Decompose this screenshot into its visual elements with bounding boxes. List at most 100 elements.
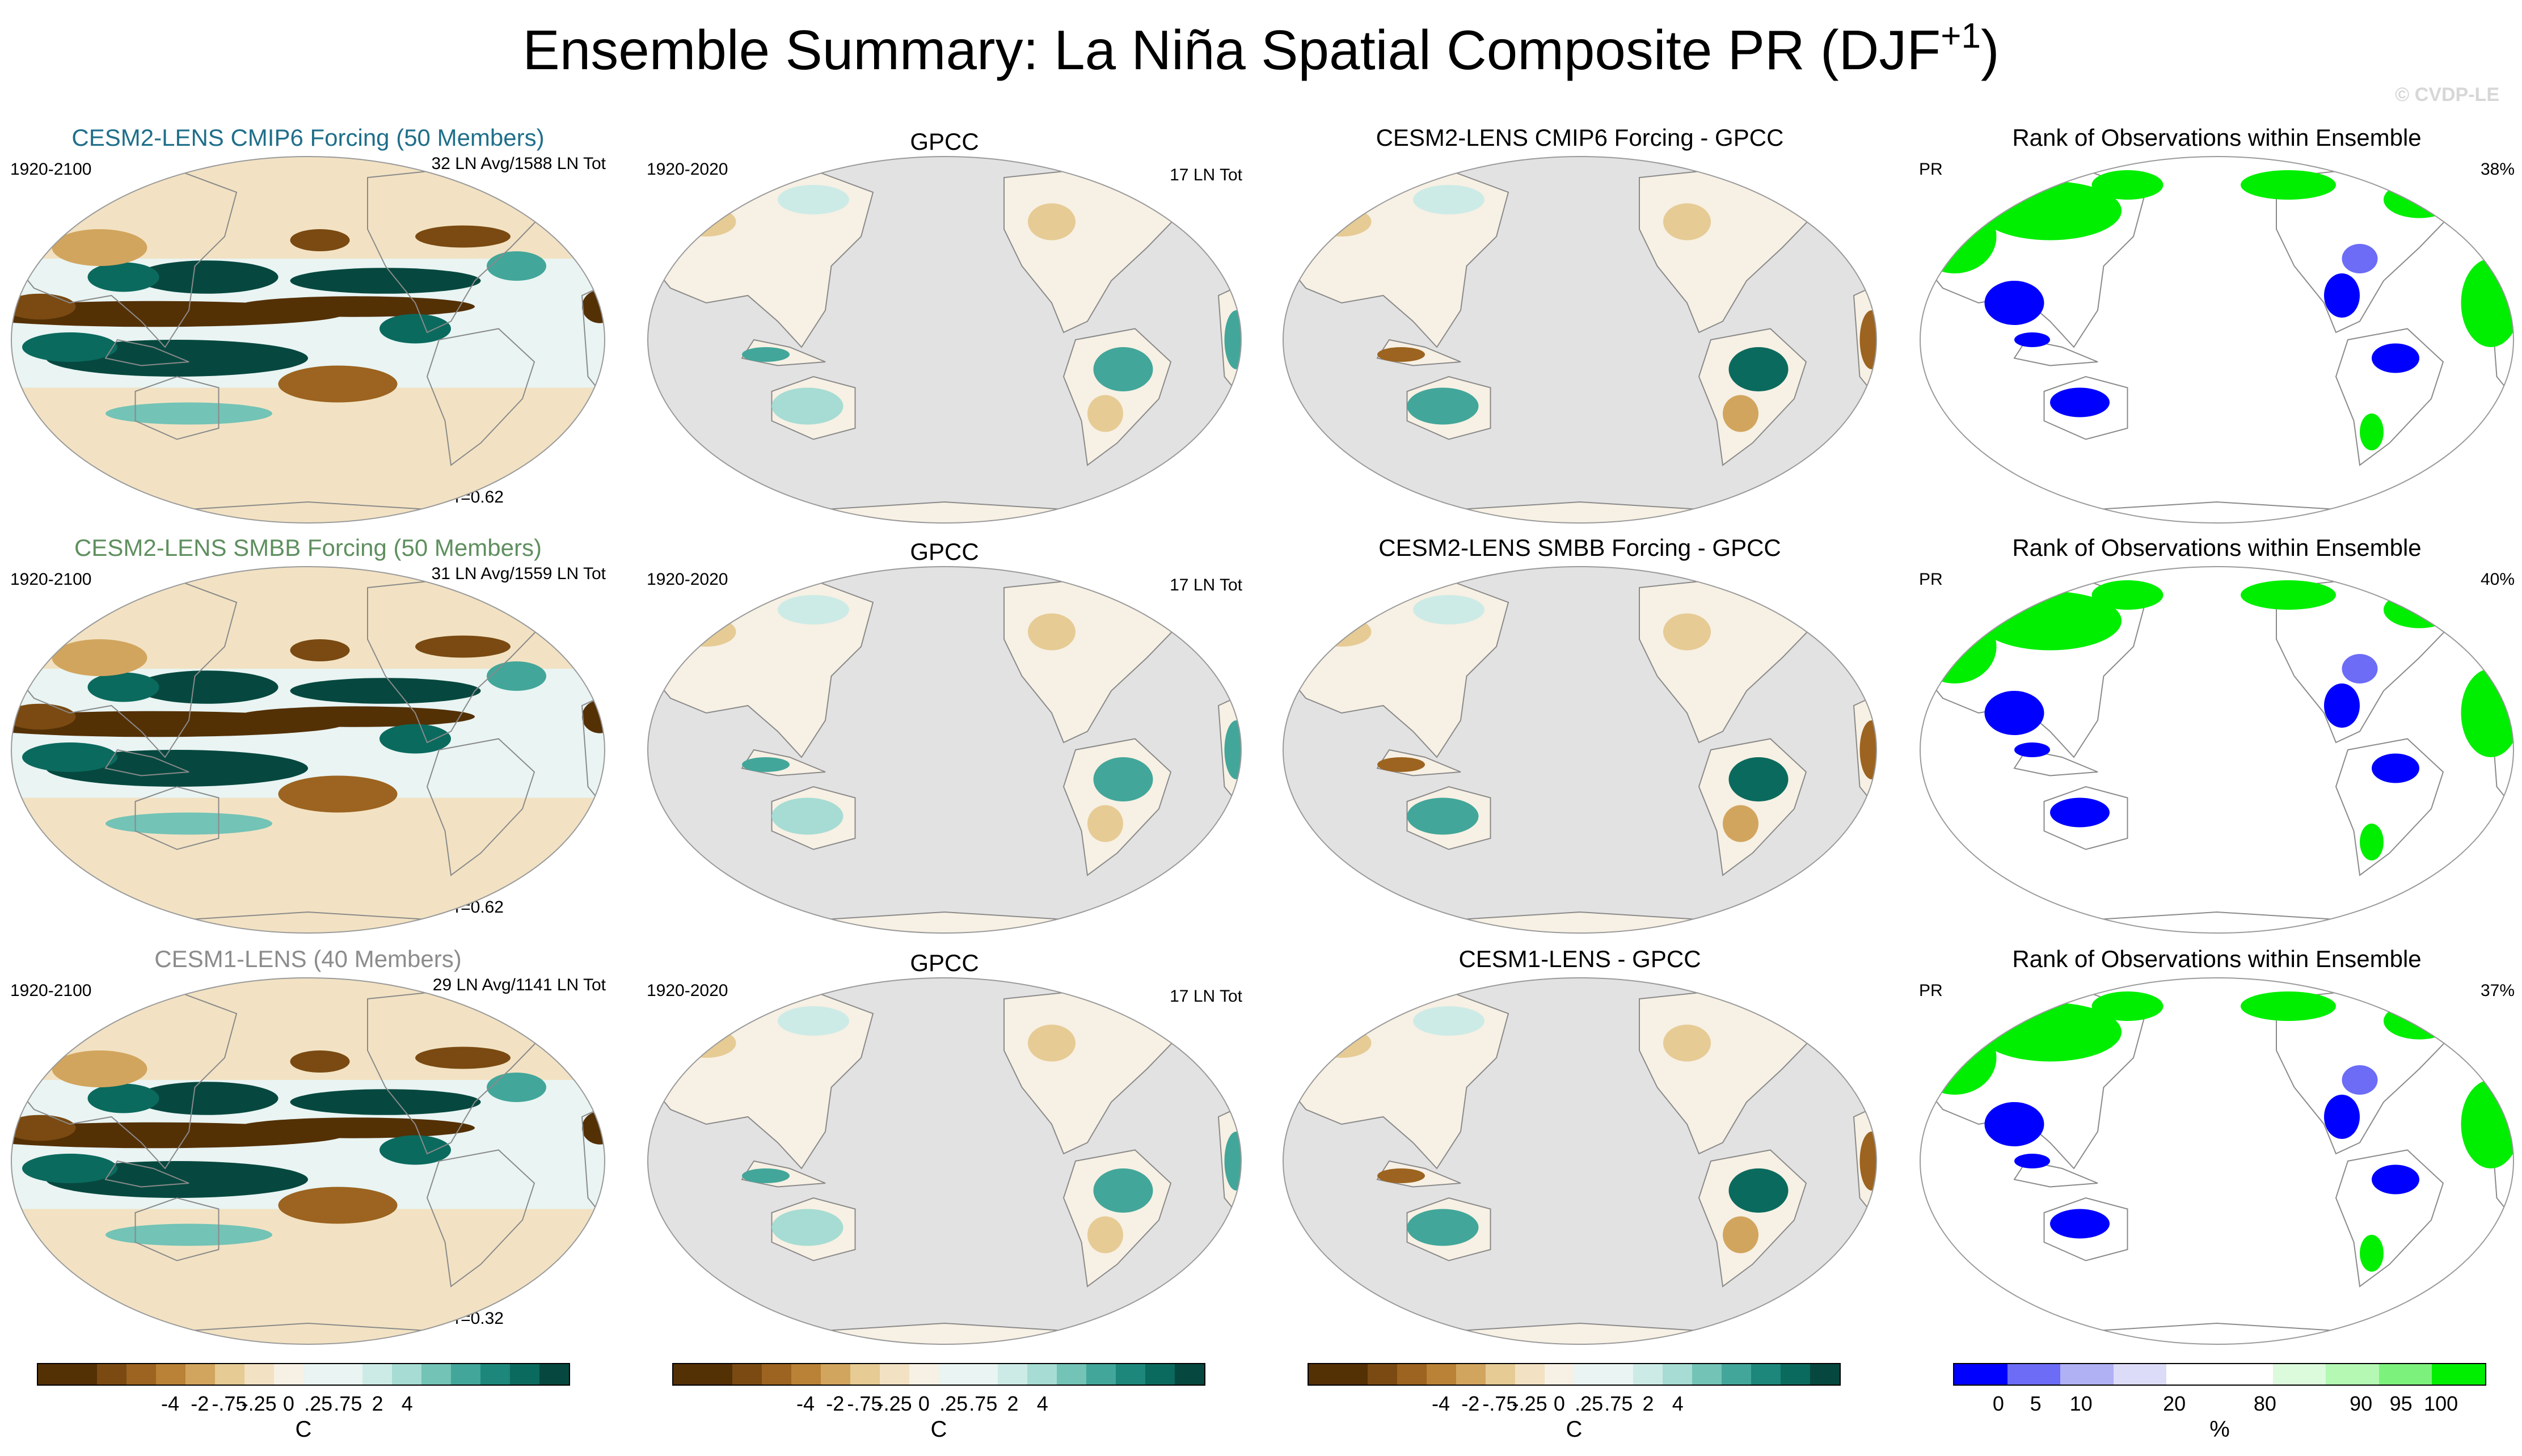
- panel-title: CESM2-LENS SMBB Forcing - GPCC: [1378, 534, 1781, 561]
- colorbar-swatch: [998, 1364, 1027, 1385]
- colorbar-swatch: [126, 1364, 156, 1385]
- colorbar-2: [672, 1363, 1205, 1386]
- colorbar-swatch: [68, 1364, 97, 1385]
- colorbar-swatch: [2060, 1364, 2114, 1385]
- colorbar-swatch: [1515, 1364, 1545, 1385]
- panel-title: Rank of Observations within Ensemble: [2012, 946, 2422, 972]
- colorbar-swatch: [38, 1364, 68, 1385]
- colorbar-swatch: [1545, 1364, 1574, 1385]
- colorbar-tick-label: 2: [1007, 1392, 1019, 1415]
- colorbar-swatch: [939, 1364, 968, 1385]
- colorbar-tick-label: -.75: [1482, 1392, 1518, 1415]
- colorbar-swatch: [1722, 1364, 1751, 1385]
- colorbar-swatch: [2166, 1364, 2220, 1385]
- colorbar-tick-label: 80: [2253, 1392, 2276, 1415]
- colorbar-tick-label: -.25: [1512, 1392, 1547, 1415]
- colorbar-swatch: [333, 1364, 362, 1385]
- colorbar-swatch: [510, 1364, 539, 1385]
- colorbar-tick-label: .75: [969, 1392, 998, 1415]
- colorbar-swatch: [880, 1364, 909, 1385]
- model-map-1: [11, 156, 605, 524]
- colorbar-swatch: [1309, 1364, 1338, 1385]
- colorbar-swatch: [1086, 1364, 1116, 1385]
- colorbar-swatch: [97, 1364, 126, 1385]
- percent-label: 37%: [2480, 981, 2515, 1000]
- colorbar-swatch: [2378, 1364, 2432, 1385]
- colorbar-tick-label: .25: [304, 1392, 333, 1415]
- period-label: 1920-2100: [10, 570, 92, 589]
- colorbar-swatch: [215, 1364, 244, 1385]
- colorbar-tick-label: 0: [918, 1392, 930, 1415]
- colorbar-4: [1953, 1363, 2486, 1386]
- colorbar-tick-label: -.25: [876, 1392, 912, 1415]
- colorbar-unit-label: C: [295, 1417, 312, 1442]
- colorbar-tick-label: -.75: [212, 1392, 247, 1415]
- colorbar-swatch: [2272, 1364, 2326, 1385]
- colorbar-tick-label: -2: [191, 1392, 209, 1415]
- obs-map-2: [647, 566, 1242, 934]
- colorbar-swatch: [1574, 1364, 1604, 1385]
- panel-title: Rank of Observations within Ensemble: [2012, 534, 2422, 561]
- colorbar-swatch: [909, 1364, 939, 1385]
- variable-label: PR: [1919, 981, 1943, 1000]
- colorbar-swatch: [1810, 1364, 1840, 1385]
- colorbar-tick-label: -4: [796, 1392, 815, 1415]
- panel-title: GPCC: [910, 128, 979, 155]
- period-label: 1920-2100: [10, 160, 92, 179]
- diff-map-2: [1283, 566, 1877, 934]
- period-label: 1920-2020: [647, 570, 728, 589]
- colorbar-unit-label: C: [1566, 1417, 1583, 1442]
- watermark: © CVDP-LE: [2395, 84, 2499, 105]
- colorbar-tick-label: 4: [401, 1392, 413, 1415]
- panel-title: GPCC: [910, 949, 979, 976]
- colorbar-swatch: [392, 1364, 421, 1385]
- event-count-label: 32 LN Avg/1588 LN Tot: [431, 154, 606, 173]
- model-map-3: [11, 977, 605, 1345]
- colorbar-tick-label: .25: [1575, 1392, 1604, 1415]
- colorbar-swatch: [1692, 1364, 1722, 1385]
- colorbar-tick-label: 100: [2424, 1392, 2458, 1415]
- obs-map-3: [647, 977, 1242, 1345]
- colorbar-swatch: [703, 1364, 732, 1385]
- colorbar-tick-label: .75: [334, 1392, 362, 1415]
- colorbar-tick-label: -2: [826, 1392, 845, 1415]
- colorbar-swatch: [1427, 1364, 1456, 1385]
- colorbar-swatch: [762, 1364, 791, 1385]
- colorbar-swatch: [2432, 1364, 2485, 1385]
- event-count-label: 17 LN Tot: [1170, 987, 1242, 1006]
- colorbar-tick-label: 20: [2163, 1392, 2186, 1415]
- colorbar-swatch: [1954, 1364, 2008, 1385]
- panel-title: CESM1-LENS - GPCC: [1458, 946, 1701, 972]
- colorbar-swatch: [732, 1364, 762, 1385]
- colorbar-tick-label: -.75: [847, 1392, 883, 1415]
- colorbar-swatch: [968, 1364, 998, 1385]
- colorbar-tick-label: -4: [1431, 1392, 1450, 1415]
- colorbar-swatch: [1175, 1364, 1204, 1385]
- colorbar-swatch: [673, 1364, 703, 1385]
- colorbar-swatch: [1751, 1364, 1781, 1385]
- colorbar-swatch: [1397, 1364, 1427, 1385]
- colorbar-swatch: [1338, 1364, 1368, 1385]
- colorbar-tick-label: 0: [282, 1392, 294, 1415]
- colorbar-3: [1308, 1363, 1841, 1386]
- period-label: 1920-2100: [10, 981, 92, 1000]
- colorbar-tick-label: -.25: [241, 1392, 277, 1415]
- colorbar-tick-label: -2: [1461, 1392, 1480, 1415]
- colorbar-swatch: [791, 1364, 821, 1385]
- panel-title: CESM2-LENS CMIP6 Forcing (50 Members): [71, 124, 545, 151]
- colorbar-swatch: [303, 1364, 333, 1385]
- colorbar-swatch: [1027, 1364, 1057, 1385]
- rank-map-3: [1920, 977, 2514, 1345]
- colorbar-tick-label: 5: [2030, 1392, 2042, 1415]
- colorbar-swatch: [1368, 1364, 1397, 1385]
- period-label: 1920-2020: [647, 160, 728, 179]
- colorbar-tick-label: 2: [1642, 1392, 1654, 1415]
- colorbar-swatch: [1604, 1364, 1633, 1385]
- percent-label: 40%: [2480, 570, 2515, 589]
- panel-title: GPCC: [910, 538, 979, 565]
- colorbar-swatch: [244, 1364, 274, 1385]
- colorbar-swatch: [1781, 1364, 1810, 1385]
- colorbar-swatch: [2219, 1364, 2273, 1385]
- colorbar-tick-label: 0: [1553, 1392, 1565, 1415]
- colorbar-tick-label: 4: [1036, 1392, 1048, 1415]
